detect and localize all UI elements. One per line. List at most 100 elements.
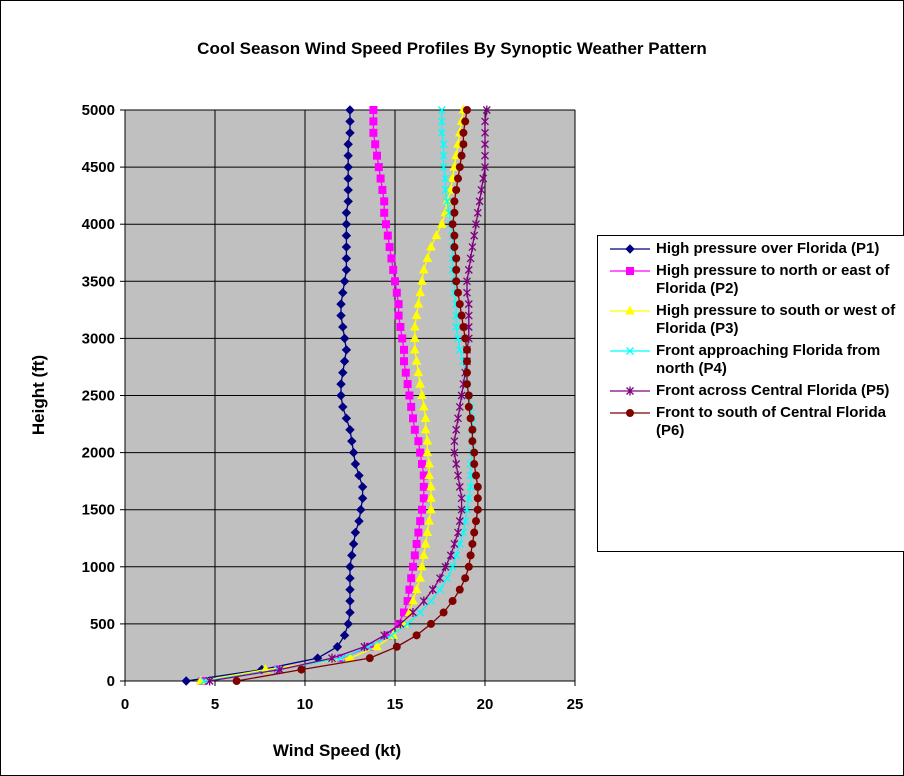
point xyxy=(394,300,403,309)
point xyxy=(481,128,489,138)
point xyxy=(481,139,489,149)
point xyxy=(424,469,435,479)
legend-symbol xyxy=(610,305,650,315)
point xyxy=(448,562,457,571)
x-axis-label: Wind Speed (kt) xyxy=(273,741,401,760)
point xyxy=(385,243,394,252)
point xyxy=(345,607,355,618)
point xyxy=(464,402,473,411)
point xyxy=(416,608,425,617)
legend-label: High pressure to south or west of Florid… xyxy=(656,302,896,337)
point xyxy=(410,551,419,560)
legend-label: High pressure to north or east of Florid… xyxy=(656,262,890,297)
point xyxy=(341,265,352,275)
point xyxy=(343,150,353,161)
point xyxy=(448,220,457,229)
point xyxy=(336,390,346,401)
point xyxy=(405,585,414,594)
point xyxy=(341,345,352,355)
point xyxy=(452,277,461,286)
point xyxy=(409,332,420,342)
point xyxy=(394,311,403,320)
point xyxy=(415,572,426,582)
x-tick-label: 0 xyxy=(121,696,129,713)
point xyxy=(383,231,392,240)
point xyxy=(424,515,435,525)
point xyxy=(389,265,398,274)
point xyxy=(415,287,426,297)
point xyxy=(626,386,634,396)
x-tick-label: 5 xyxy=(211,696,219,713)
point xyxy=(339,630,350,641)
point xyxy=(341,242,352,252)
point xyxy=(411,309,422,320)
point xyxy=(411,355,422,365)
point xyxy=(464,265,473,275)
point xyxy=(463,345,471,354)
point xyxy=(443,574,452,583)
point xyxy=(463,368,471,377)
point xyxy=(338,367,348,378)
point xyxy=(463,380,471,389)
point xyxy=(415,378,426,388)
point xyxy=(341,208,352,218)
point xyxy=(450,243,459,252)
point xyxy=(450,539,459,549)
legend: High pressure over Florida (P1) High pres… xyxy=(597,235,904,552)
point xyxy=(459,322,468,331)
point xyxy=(343,196,353,207)
legend-item: High pressure over Florida (P1) xyxy=(598,240,904,258)
point xyxy=(336,299,346,309)
point xyxy=(417,275,427,285)
legend-item: High pressure to south or west of Florid… xyxy=(598,302,904,338)
point xyxy=(350,459,361,469)
legend-item: Front across Central Florida (P5) xyxy=(598,382,904,400)
point xyxy=(439,608,448,617)
point xyxy=(341,413,352,424)
point xyxy=(450,448,459,458)
point xyxy=(481,151,489,161)
y-tick-label: 2500 xyxy=(82,388,115,405)
point xyxy=(461,117,470,126)
point xyxy=(405,391,414,400)
point xyxy=(426,241,436,251)
point xyxy=(457,493,466,503)
y-tick-label: 1500 xyxy=(82,502,115,519)
point xyxy=(439,140,448,149)
point xyxy=(419,596,428,606)
point xyxy=(443,197,452,206)
point xyxy=(369,117,378,126)
point xyxy=(472,471,480,480)
point xyxy=(343,185,353,195)
point xyxy=(354,516,364,526)
point xyxy=(454,470,462,480)
point xyxy=(479,174,488,184)
point xyxy=(396,619,405,629)
point xyxy=(454,413,462,423)
point xyxy=(374,163,383,172)
point xyxy=(464,494,473,503)
point xyxy=(409,321,420,331)
point xyxy=(376,174,385,183)
point xyxy=(466,414,475,423)
y-axis-label: Height (ft) xyxy=(29,355,48,435)
point xyxy=(413,298,424,308)
series xyxy=(232,106,482,685)
point xyxy=(459,140,468,149)
point xyxy=(420,424,431,434)
point xyxy=(205,676,214,686)
y-tick-label: 5000 xyxy=(82,102,115,119)
point xyxy=(416,517,425,526)
point xyxy=(426,481,436,491)
point xyxy=(418,401,429,411)
point xyxy=(424,458,435,468)
point xyxy=(401,368,410,377)
point xyxy=(336,379,346,389)
point xyxy=(473,482,482,491)
y-tick-label: 2000 xyxy=(82,445,115,462)
chart-title: Cool Season Wind Speed Profiles By Synop… xyxy=(197,39,707,58)
point xyxy=(400,345,408,354)
point xyxy=(380,630,389,640)
point xyxy=(452,425,461,435)
